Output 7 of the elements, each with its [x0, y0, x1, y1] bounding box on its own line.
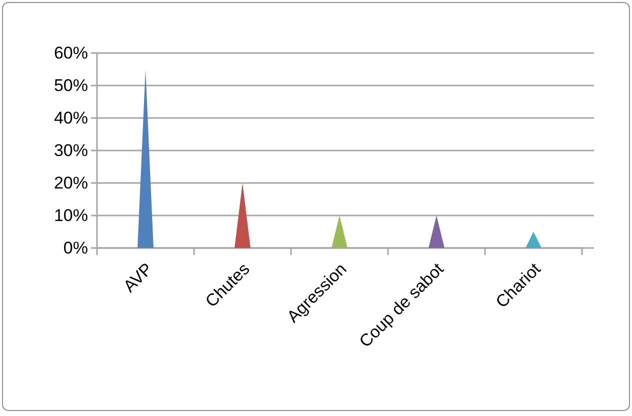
y-tick-label: 50% [54, 76, 88, 95]
y-tick-label: 40% [54, 108, 88, 128]
y-tick-label: 30% [54, 140, 88, 160]
y-tick-label: 10% [54, 206, 88, 225]
y-tick-label: 20% [54, 173, 88, 192]
y-tick-label: 60% [54, 43, 88, 62]
y-tick-label: 0% [63, 238, 88, 258]
